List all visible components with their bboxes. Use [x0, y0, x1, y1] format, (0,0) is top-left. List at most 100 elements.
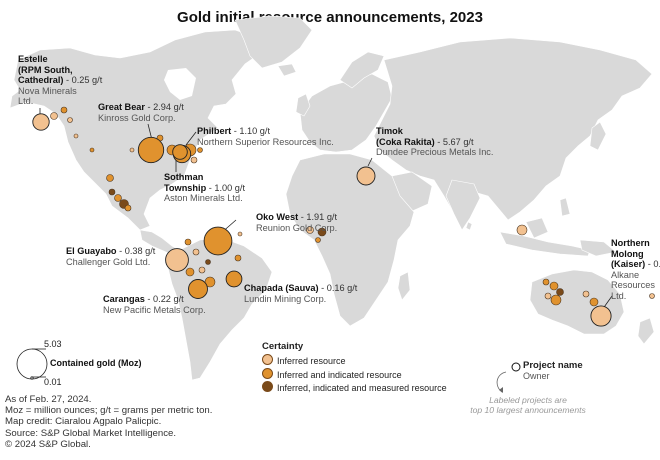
- owner-arrowhead-icon: [499, 387, 503, 393]
- small-deposit: [582, 290, 590, 298]
- project-name: Philbert: [197, 126, 232, 136]
- project-name-line: Sothman: [164, 172, 245, 183]
- size-legend-label: Contained gold (Moz): [50, 358, 141, 368]
- project-name: El Guayabo: [66, 246, 117, 256]
- project-grade: - 0.24 g/t: [647, 259, 660, 269]
- project-name-line: (Kaiser) - 0.24 g/t: [611, 259, 660, 270]
- project-name-line: (Coka Rakita) - 5.67 g/t: [376, 137, 493, 148]
- key-note-line: top 10 largest announcements: [470, 405, 586, 415]
- land-masses: [9, 15, 655, 381]
- small-deposit: [516, 224, 528, 236]
- project-owner: Kinross Gold Corp.: [98, 112, 176, 123]
- project-name: Molong: [611, 248, 644, 259]
- project-name-line: Timok: [376, 126, 493, 137]
- inferred-swatch: [262, 354, 273, 365]
- leader-timok: [367, 157, 373, 167]
- small-deposit: [317, 227, 327, 237]
- certainty-item-indicated: Inferred and indicated resource: [262, 367, 447, 382]
- project-grade: - 0.38 g/t: [116, 246, 156, 256]
- project-owner: Ltd.: [611, 290, 627, 301]
- project-name-line: Chapada (Sauva) - 0.16 g/t: [244, 283, 357, 294]
- project-owner: Aston Minerals Ltd.: [164, 193, 243, 203]
- small-deposit: [542, 278, 550, 286]
- project-grade: - 2.94 g/t: [144, 102, 184, 112]
- small-deposit: [89, 147, 95, 153]
- small-deposit: [124, 204, 132, 212]
- project-name: Oko West: [256, 212, 299, 222]
- project-label: Estelle (RPM South, Cathedral) - 0.25 g/t N…: [18, 54, 102, 107]
- project-name: (Kaiser): [611, 259, 646, 269]
- indicated-swatch: [262, 367, 273, 379]
- certainty-item-inferred: Inferred resource: [262, 354, 447, 368]
- philippines: [559, 197, 571, 217]
- small-deposit: [114, 194, 122, 202]
- small-deposits: [50, 106, 655, 307]
- project-label: Great Bear - 2.94 g/t Kinross Gold Corp.: [98, 102, 184, 123]
- small-deposit: [106, 174, 114, 182]
- note-line: Map credit: Ciaralou Agpalo Palicpic.: [5, 416, 162, 428]
- project-grade: - 1.10 g/t: [231, 126, 271, 136]
- small-deposit: [649, 293, 655, 299]
- hudson-bay: [164, 68, 196, 100]
- project-owner: Nova Minerals: [18, 85, 77, 96]
- project-name-line: Molong: [611, 249, 660, 260]
- small-deposit: [192, 248, 200, 256]
- project-name: Estelle: [18, 54, 48, 64]
- project-name-line: Oko West - 1.91 g/t: [256, 212, 337, 223]
- deposit-marker: [590, 305, 612, 327]
- project-owner: Ltd.: [18, 96, 34, 106]
- project-label: Philbert - 1.10 g/t Northern Superior Res…: [197, 126, 334, 147]
- small-deposit: [234, 254, 242, 262]
- project-name: Northern: [611, 238, 650, 248]
- project-grade: - 1.00 g/t: [206, 182, 246, 193]
- size-legend-max: 5.03: [44, 339, 62, 349]
- small-deposit: [550, 294, 562, 306]
- project-grade: - 5.67 g/t: [434, 136, 474, 147]
- project-name-line: Township - 1.00 g/t: [164, 183, 245, 194]
- project-name: Sothman: [164, 172, 204, 182]
- project-name: (RPM South,: [18, 64, 73, 75]
- certainty-label: Inferred and indicated resource: [277, 369, 402, 380]
- small-deposit: [556, 288, 564, 296]
- leader-philbert: [185, 131, 197, 146]
- project-label: Sothman Township - 1.00 g/t Aston Minerals…: [164, 172, 245, 204]
- project-grade: - 0.22 g/t: [144, 294, 184, 304]
- small-deposit: [185, 267, 195, 277]
- greenland: [234, 15, 313, 69]
- key-project-name: Project name: [523, 360, 583, 371]
- project-name-line: Great Bear - 2.94 g/t: [98, 102, 184, 113]
- small-deposit: [205, 259, 211, 265]
- project-grade: - 0.16 g/t: [318, 283, 358, 293]
- note-line: Moz = million ounces; g/t = grams per me…: [5, 405, 213, 417]
- certainty-label: Inferred resource: [277, 356, 346, 366]
- deposit-marker: [137, 136, 165, 164]
- india: [445, 179, 481, 231]
- project-name: Chapada (Sauva): [244, 283, 319, 293]
- project-owner: Northern Superior Resources Inc.: [197, 136, 334, 147]
- project-name: Great Bear: [98, 102, 145, 112]
- project-name-line: Cathedral) - 0.25 g/t: [18, 75, 102, 86]
- small-deposit: [190, 156, 198, 164]
- size-legend: [16, 348, 48, 380]
- project-name-line: Northern: [611, 238, 660, 249]
- africa: [285, 153, 415, 327]
- project-name-line: Philbert - 1.10 g/t: [197, 126, 334, 137]
- deposit-marker: [356, 166, 376, 186]
- project-owner: New Pacific Metals Corp.: [103, 304, 206, 315]
- project-owner: Challenger Gold Ltd.: [66, 256, 151, 267]
- small-deposit: [67, 117, 73, 123]
- british-isles: [295, 93, 311, 117]
- new-zealand: [637, 317, 655, 345]
- key-note-line: Labeled projects are: [489, 395, 567, 405]
- project-name-line: Carangas - 0.22 g/t: [103, 294, 206, 305]
- project-owner: Alkane: [611, 269, 640, 280]
- certainty-item-measured: Inferred, indicated and measured resourc…: [262, 381, 447, 395]
- project-name: (Coka Rakita): [376, 136, 435, 147]
- project-name: Township: [164, 182, 207, 193]
- small-deposit: [73, 133, 79, 139]
- small-deposit: [198, 266, 206, 274]
- small-deposit: [549, 281, 559, 291]
- project-label: Chapada (Sauva) - 0.16 g/t Lundin Mining …: [244, 283, 357, 304]
- small-deposit: [108, 188, 116, 196]
